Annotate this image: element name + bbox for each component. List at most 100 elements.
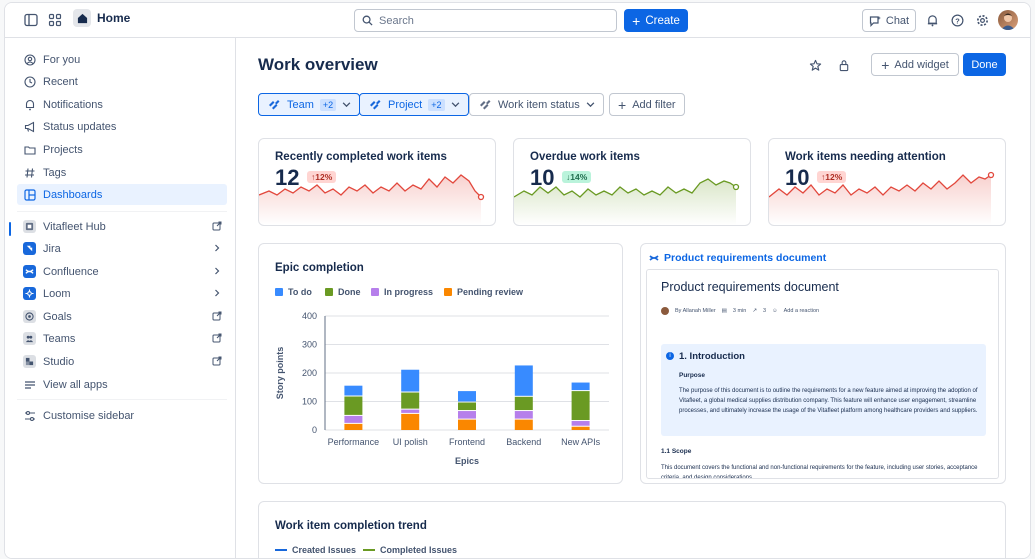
sidebar-item-tags[interactable]: Tags: [17, 162, 227, 183]
completion-trend-card: Work item completion trend Created Issue…: [258, 501, 1006, 558]
settings-gear-icon[interactable]: [973, 11, 991, 29]
goals-icon: [23, 310, 36, 323]
kpi-value: 10: [530, 165, 555, 190]
customise-icon: [23, 409, 36, 422]
sidebar-item-label: Dashboards: [43, 188, 103, 201]
jira-icon: [23, 242, 36, 255]
bar-segment: [344, 415, 363, 423]
customise-sidebar-button[interactable]: Customise sidebar: [17, 405, 227, 426]
add-filter-label: Add filter: [632, 98, 676, 111]
done-button[interactable]: Done: [963, 53, 1006, 76]
sidebar-app-loom[interactable]: Loom: [17, 283, 227, 304]
legend-swatch: [325, 288, 333, 296]
document-preview: Product requirements document By Allanah…: [646, 269, 999, 479]
sidebar-app-studio[interactable]: Studio: [17, 351, 227, 372]
read-time: 3 min: [732, 308, 747, 314]
sidebar-view-all-apps[interactable]: View all apps: [17, 374, 227, 395]
search-input[interactable]: Search: [354, 9, 617, 32]
add-reaction-label[interactable]: Add a reaction: [783, 308, 820, 314]
sidebar-app-label: Confluence: [43, 265, 99, 278]
chevron-down-icon: [586, 102, 595, 108]
kpi-card-needing-attention[interactable]: Work items needing attention 10 ↑12%: [768, 138, 1006, 226]
bar-segment: [571, 391, 590, 421]
chevron-down-icon: [342, 102, 351, 108]
app-window: Home Search + Create Chat ?: [4, 2, 1031, 559]
sidebar-app-label: Loom: [43, 287, 71, 300]
search-placeholder: Search: [379, 14, 414, 27]
bar-segment: [401, 413, 420, 430]
sidebar-item-status-updates[interactable]: Status updates: [17, 116, 227, 137]
sidebar-app-jira[interactable]: Jira: [17, 238, 227, 259]
kpi-value: 12: [275, 165, 300, 190]
customise-sidebar-label: Customise sidebar: [43, 409, 135, 422]
prd-document-link[interactable]: Product requirements document: [649, 252, 826, 264]
bar-segment: [458, 402, 476, 411]
add-filter-button[interactable]: + Add filter: [609, 93, 685, 116]
legend-label: Done: [338, 287, 361, 297]
kpi-title: Overdue work items: [530, 151, 640, 163]
kpi-value: 10: [785, 165, 810, 190]
jira-icon: [370, 99, 381, 109]
sidebar-toggle-icon[interactable]: [22, 11, 40, 29]
epic-completion-chart: 0 100 200 300 400 Story points Performance UI p…: [275, 311, 609, 466]
sidebar-item-for-you[interactable]: For you: [17, 49, 227, 70]
sidebar-divider: [17, 399, 227, 400]
external-link-icon: [211, 220, 223, 232]
x-tick-label: Frontend: [449, 437, 485, 447]
plus-icon: +: [618, 96, 627, 113]
chart-title: Epic completion: [275, 262, 364, 274]
y-tick-label: 300: [302, 340, 317, 350]
views-icon: ↗: [752, 308, 757, 314]
bar-segment: [458, 411, 476, 419]
sidebar-item-dashboards[interactable]: Dashboards: [17, 184, 227, 205]
add-widget-button[interactable]: + Add widget: [871, 53, 959, 76]
help-icon[interactable]: ?: [948, 11, 966, 29]
legend-label: Created Issues: [292, 545, 357, 555]
bar-segment: [514, 396, 533, 411]
sidebar-item-label: Recent: [43, 75, 78, 88]
y-axis-label: Story points: [275, 347, 285, 400]
app-switcher-icon[interactable]: [46, 11, 64, 29]
sidebar-app-vitafleet-hub[interactable]: Vitafleet Hub: [17, 216, 227, 237]
bar-segment: [401, 369, 420, 392]
sidebar-item-recent[interactable]: Recent: [17, 71, 227, 92]
create-button[interactable]: + Create: [624, 9, 688, 32]
home-button[interactable]: Home: [73, 9, 130, 27]
legend-item-pending-review: Pending review: [444, 287, 523, 297]
confluence-icon: [649, 255, 659, 261]
team-filter-count: +2: [319, 98, 337, 111]
page-title: Work overview: [258, 55, 378, 74]
sidebar-app-teams[interactable]: Teams: [17, 328, 227, 349]
read-time-icon: ▤: [721, 308, 727, 314]
kpi-change-badge: ↓14%: [562, 171, 592, 183]
legend-item-in-progress: In progress: [371, 287, 433, 297]
sidebar-app-goals[interactable]: Goals: [17, 306, 227, 327]
kpi-card-recently-completed[interactable]: Recently completed work items 12 ↑12%: [258, 138, 496, 226]
work-item-status-filter[interactable]: Work item status: [469, 93, 604, 116]
add-widget-label: Add widget: [894, 58, 949, 71]
sidebar-app-label: Studio: [43, 355, 75, 368]
views-count: 3: [762, 308, 766, 314]
bar-segment: [401, 392, 420, 409]
external-link-icon: [211, 332, 223, 344]
sidebar-item-projects[interactable]: Projects: [17, 139, 227, 160]
notifications-bell-icon[interactable]: [923, 11, 941, 29]
external-link-icon: [211, 355, 223, 367]
project-filter[interactable]: Project +2: [359, 93, 469, 116]
bar-segment: [571, 426, 590, 430]
user-avatar[interactable]: [998, 10, 1018, 30]
chevron-down-icon: [451, 102, 459, 108]
sparkline-needing-attention: [769, 171, 995, 225]
chat-icon: [869, 15, 881, 27]
legend-line: [275, 549, 287, 551]
kpi-card-overdue[interactable]: Overdue work items 10 ↓14%: [513, 138, 751, 226]
sidebar-app-confluence[interactable]: Confluence: [17, 261, 227, 282]
introduction-panel: i 1. Introduction Purpose The purpose of…: [661, 344, 986, 436]
sidebar-item-notifications[interactable]: Notifications: [17, 94, 227, 115]
team-filter[interactable]: Team +2: [258, 93, 361, 116]
lock-icon[interactable]: [836, 57, 852, 73]
star-icon[interactable]: [807, 57, 823, 73]
prd-document-card[interactable]: Product requirements document Product re…: [640, 243, 1006, 484]
x-tick-label: Backend: [506, 437, 541, 447]
chat-button[interactable]: Chat: [862, 9, 916, 32]
